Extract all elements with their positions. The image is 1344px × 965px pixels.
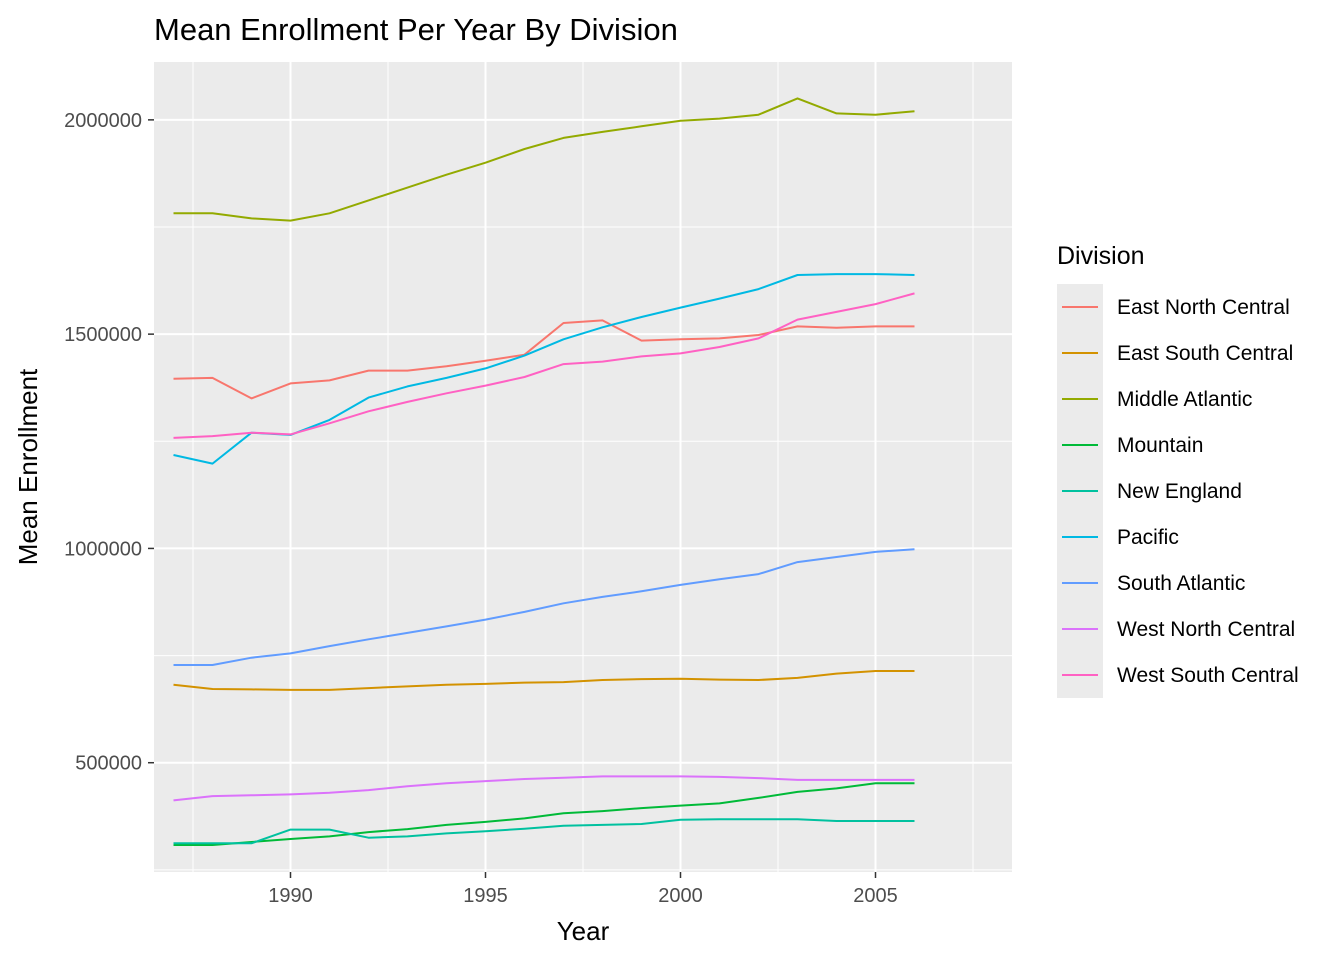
y-axis-label: Mean Enrollment — [13, 368, 43, 565]
series-line-east-north-central — [173, 319, 915, 400]
legend-label: New England — [1117, 480, 1242, 503]
legend: Division East North Central East South Ce… — [1057, 242, 1299, 698]
y-tick-label: 1500000 — [64, 324, 142, 346]
legend-label: East South Central — [1117, 342, 1293, 365]
legend-title: Division — [1057, 242, 1145, 270]
x-tick-label: 2000 — [658, 885, 703, 907]
x-tick-label: 1995 — [463, 885, 508, 907]
legend-label: West South Central — [1117, 664, 1299, 687]
legend-label: East North Central — [1117, 296, 1290, 319]
legend-label: Middle Atlantic — [1117, 388, 1252, 411]
series-line-middle-atlantic — [173, 97, 915, 222]
x-tick-label: 1990 — [268, 885, 313, 907]
minor-gridlines — [154, 62, 1012, 872]
legend-label: Pacific — [1117, 526, 1179, 549]
y-tick-label: 2000000 — [64, 110, 142, 132]
series-line-new-england — [173, 818, 915, 845]
x-axis: 1990 1995 2000 2005 — [268, 872, 898, 907]
series-line-mountain — [173, 782, 915, 846]
legend-label: Mountain — [1117, 434, 1203, 457]
chart-title: Mean Enrollment Per Year By Division — [154, 12, 678, 47]
series-line-south-atlantic — [173, 548, 915, 666]
y-axis: 500000 1000000 1500000 2000000 — [64, 110, 154, 775]
series-lines — [173, 97, 915, 846]
x-tick-label: 2005 — [853, 885, 898, 907]
legend-label: West North Central — [1117, 618, 1295, 641]
series-line-west-north-central — [173, 775, 915, 802]
series-line-east-south-central — [173, 670, 915, 691]
y-tick-label: 500000 — [75, 753, 142, 775]
y-tick-label: 1000000 — [64, 538, 142, 560]
x-axis-label: Year — [557, 916, 610, 946]
legend-label: South Atlantic — [1117, 572, 1245, 595]
series-line-west-south-central — [173, 292, 915, 439]
